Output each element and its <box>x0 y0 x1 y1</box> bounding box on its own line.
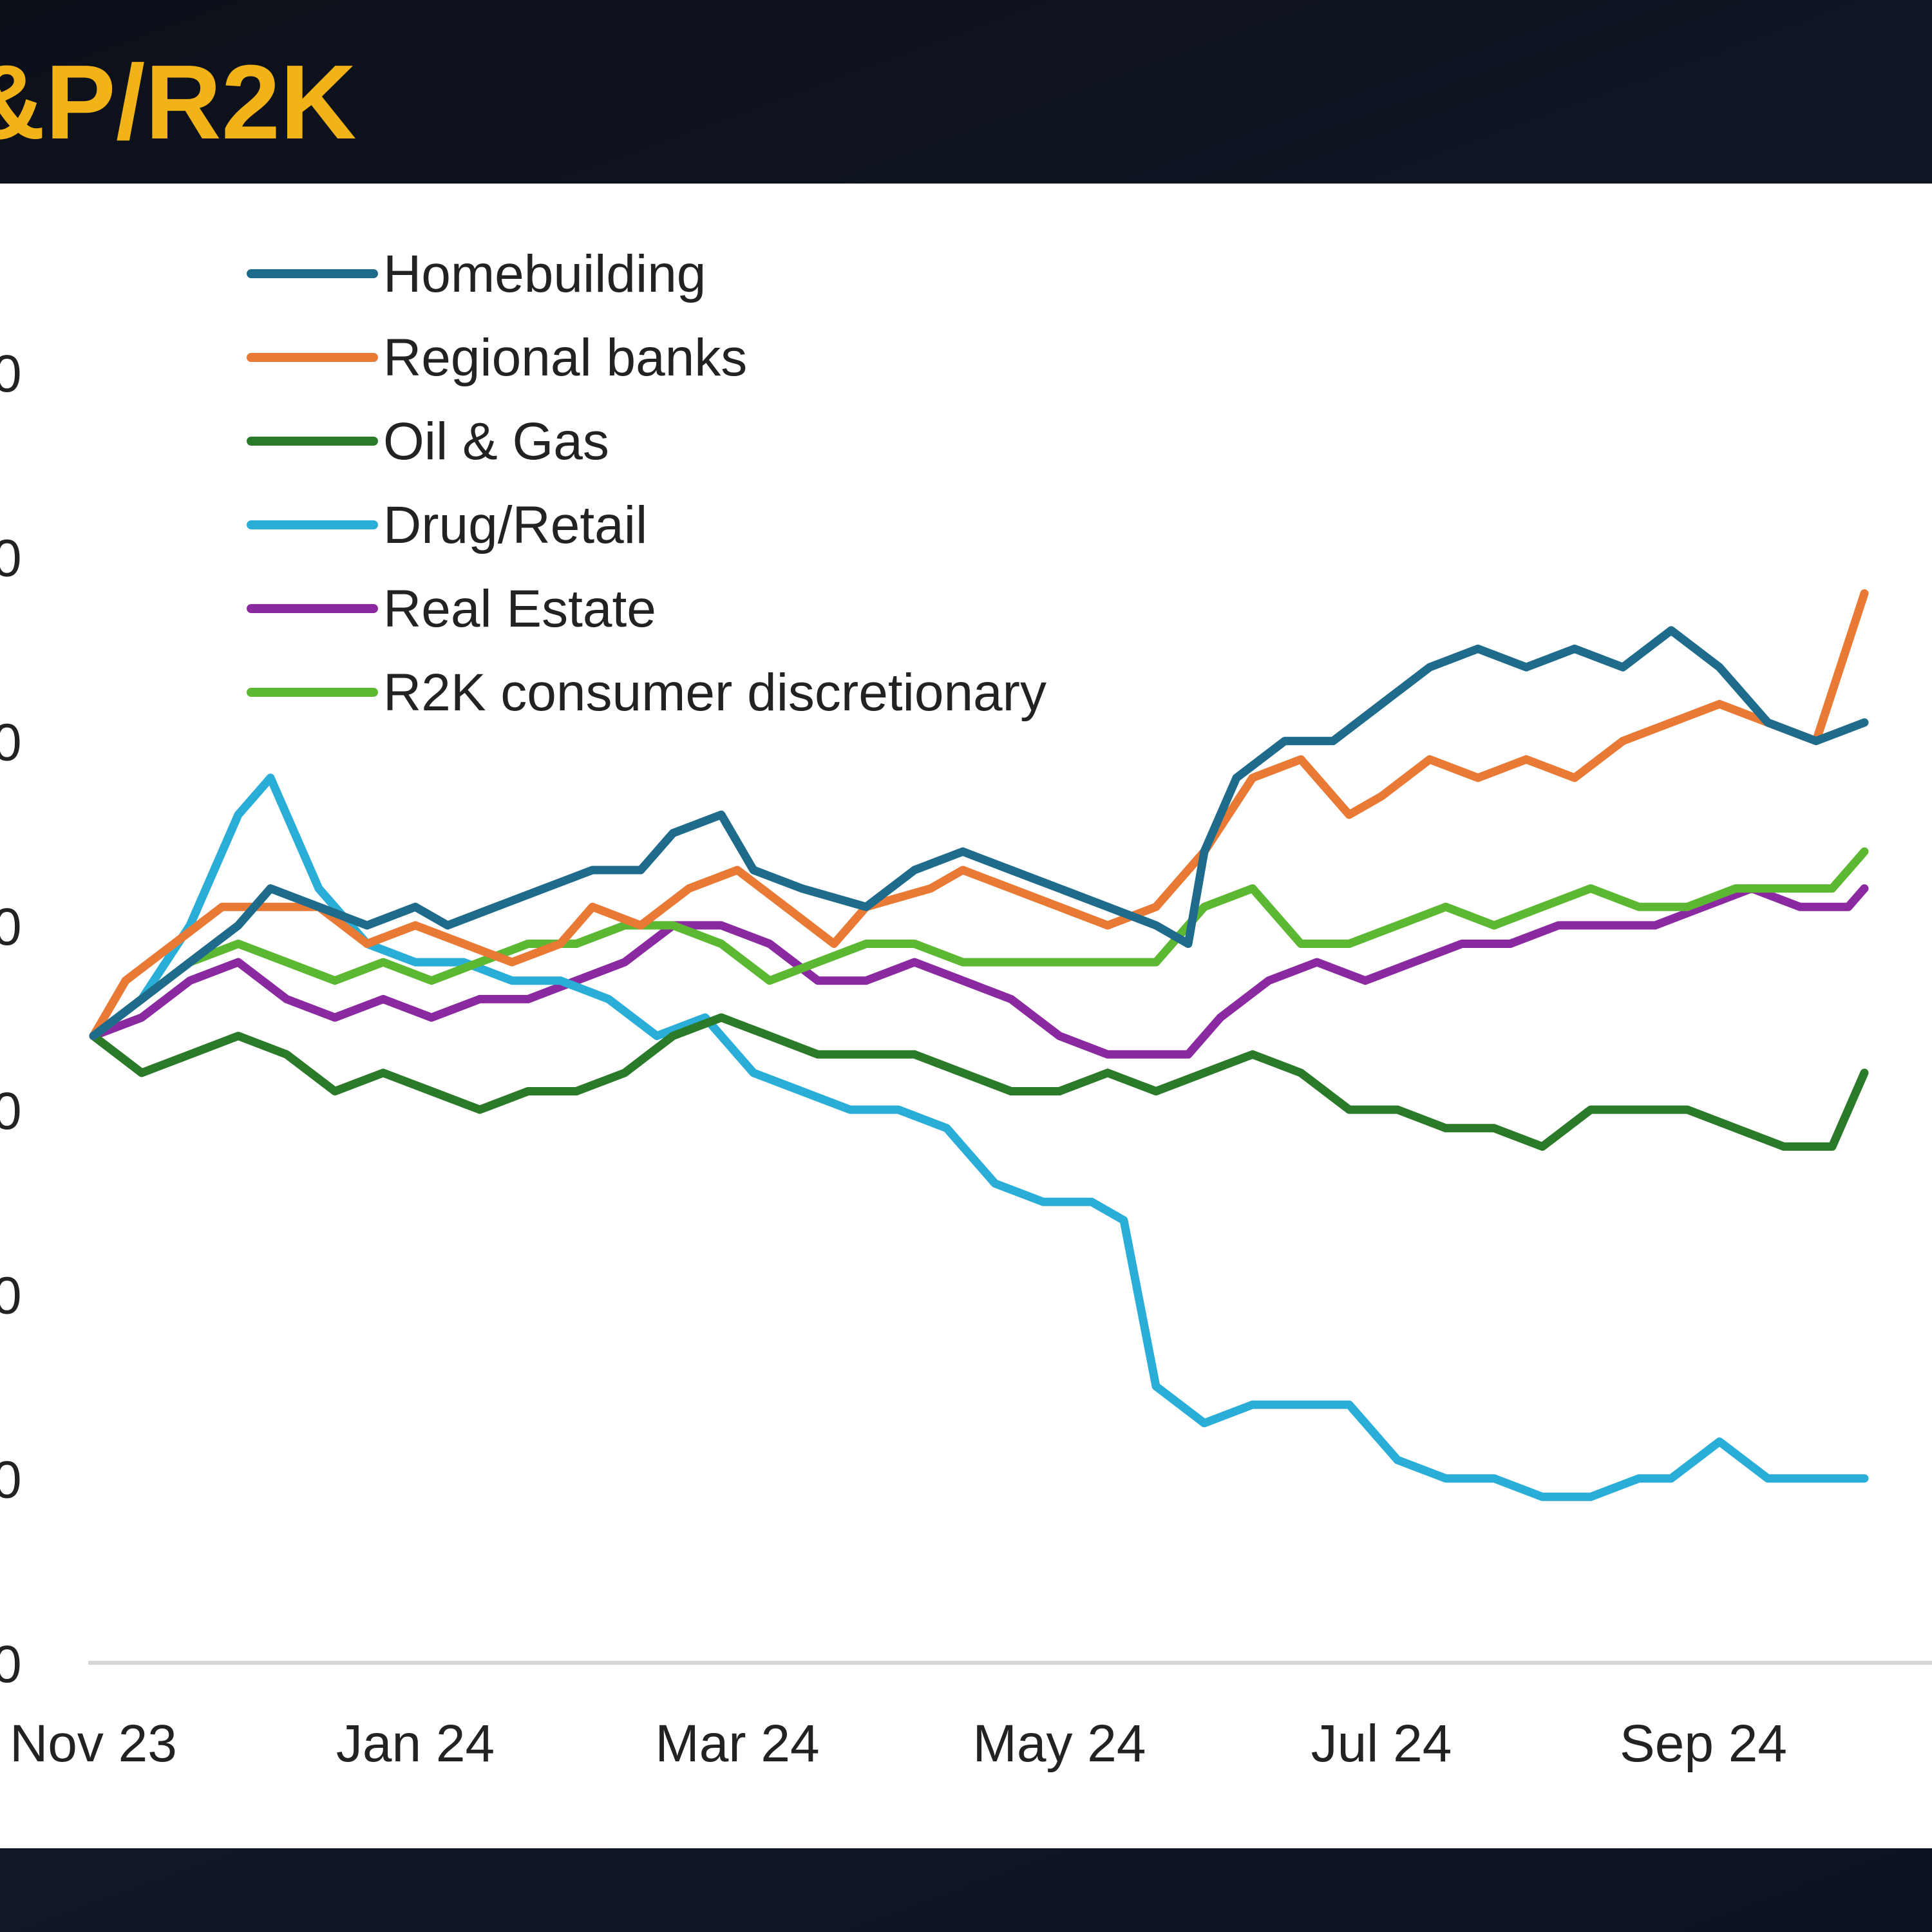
x-tick-label: Mar 24 <box>655 1714 819 1773</box>
series-lines <box>89 589 1869 1501</box>
legend-label: R2K consumer discretionary <box>383 663 1046 722</box>
y-axis-labels: 0 0 0 0 0 0 0 0 <box>0 345 22 1694</box>
series-line-homebuilding <box>89 626 1869 1041</box>
x-tick-label: Jan 24 <box>336 1714 495 1773</box>
x-tick-label: Jul 24 <box>1311 1714 1452 1773</box>
y-tick-label: 0 <box>0 1266 22 1325</box>
legend-label: Homebuilding <box>383 245 706 303</box>
y-tick-label: 0 <box>0 1635 22 1694</box>
x-tick-label: May 24 <box>973 1714 1146 1773</box>
series-line-r2k-consumer-discretionary <box>89 847 1869 1041</box>
y-tick-label: 0 <box>0 345 22 403</box>
chart-panel: 0 0 0 0 0 0 0 0 Nov 23 Jan 24 Mar 24 May 24 Jul 24 S… <box>0 184 1932 1848</box>
series-line-regional-banks <box>89 589 1869 1041</box>
line-chart: 0 0 0 0 0 0 0 0 Nov 23 Jan 24 Mar 24 May 24 Jul 24 S… <box>0 245 1932 1773</box>
x-tick-label: Sep 24 <box>1620 1714 1787 1773</box>
legend-label: Oil & Gas <box>383 412 609 471</box>
legend-label: Drug/Retail <box>383 496 647 554</box>
y-tick-label: 0 <box>0 1451 22 1510</box>
y-tick-label: 0 <box>0 714 22 772</box>
slide-title: &P/R2K <box>0 43 357 161</box>
y-tick-label: 0 <box>0 898 22 956</box>
series-line-drug-retail <box>89 773 1869 1501</box>
legend: Homebuilding Regional banks Oil & Gas Drug/… <box>247 245 1046 722</box>
x-tick-label: Nov 23 <box>10 1714 177 1773</box>
x-axis-labels: Nov 23 Jan 24 Mar 24 May 24 Jul 24 Sep 24 <box>10 1714 1787 1773</box>
legend-label: Regional banks <box>383 328 747 387</box>
y-tick-label: 0 <box>0 1082 22 1141</box>
legend-label: Real Estate <box>383 580 656 638</box>
series-line-oil-gas <box>89 1013 1869 1151</box>
y-tick-label: 0 <box>0 529 22 587</box>
series-line-real-estate <box>89 884 1869 1059</box>
